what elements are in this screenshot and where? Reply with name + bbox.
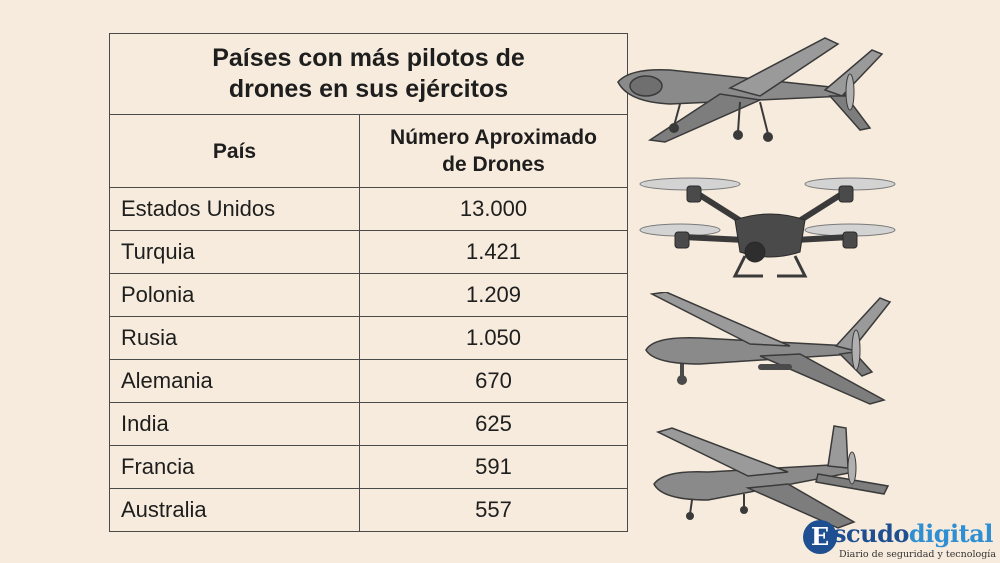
table-row: Alemania 670: [109, 359, 628, 403]
fixed-wing-drone-icon: [645, 292, 892, 405]
table-title-line-2: drones en sus ejércitos: [228, 75, 509, 103]
value-cell: 13.000: [359, 187, 628, 231]
country-cell: Rusia: [109, 316, 360, 360]
logo-brand-part-1: scudo: [833, 519, 909, 548]
table-row: India 625: [109, 402, 628, 446]
table-row: Turquia 1.421: [109, 230, 628, 274]
logo-brand: scudodigital: [833, 519, 993, 548]
value-cell: 1.421: [359, 230, 628, 274]
escudodigital-logo: E scudodigital Diario de seguridad y tec…: [803, 518, 997, 560]
drone-table-container: Países con más pilotos de drones en sus …: [109, 33, 628, 532]
logo-mark: E: [803, 520, 837, 554]
fixed-wing-drone-icon: [617, 37, 884, 143]
table-row: Francia 591: [109, 445, 628, 489]
drones-table: Países con más pilotos de drones en sus …: [109, 33, 628, 532]
header-country-label: País: [212, 139, 257, 163]
country-cell: Alemania: [109, 359, 360, 403]
country-cell: Polonia: [109, 273, 360, 317]
country-cell: India: [109, 402, 360, 446]
country-cell: Turquia: [109, 230, 360, 274]
header-country: País: [109, 114, 360, 188]
header-count: Número Aproximado de Drones: [359, 114, 628, 188]
country-cell: Australia: [109, 488, 360, 532]
value-cell: 591: [359, 445, 628, 489]
table-row: Estados Unidos 13.000: [109, 187, 628, 231]
value-cell: 625: [359, 402, 628, 446]
country-cell: Francia: [109, 445, 360, 489]
fixed-wing-drone-icon: [653, 425, 890, 529]
table-row: Polonia 1.209: [109, 273, 628, 317]
header-count-line-2: de Drones: [442, 153, 545, 176]
value-cell: 557: [359, 488, 628, 532]
value-cell: 1.050: [359, 316, 628, 360]
logo-brand-part-2: digital: [908, 519, 994, 548]
table-title-line-1: Países con más pilotos de: [212, 44, 525, 72]
table-row: Rusia 1.050: [109, 316, 628, 360]
value-cell: 1.209: [359, 273, 628, 317]
logo-tagline: Diario de seguridad y tecnología: [839, 549, 997, 560]
header-count-line-1: Número Aproximado: [390, 126, 597, 149]
country-cell: Estados Unidos: [109, 187, 360, 231]
table-title: Países con más pilotos de drones en sus …: [109, 33, 628, 115]
quadcopter-drone-icon: [639, 177, 896, 278]
table-row: Australia 557: [109, 488, 628, 532]
value-cell: 670: [359, 359, 628, 403]
